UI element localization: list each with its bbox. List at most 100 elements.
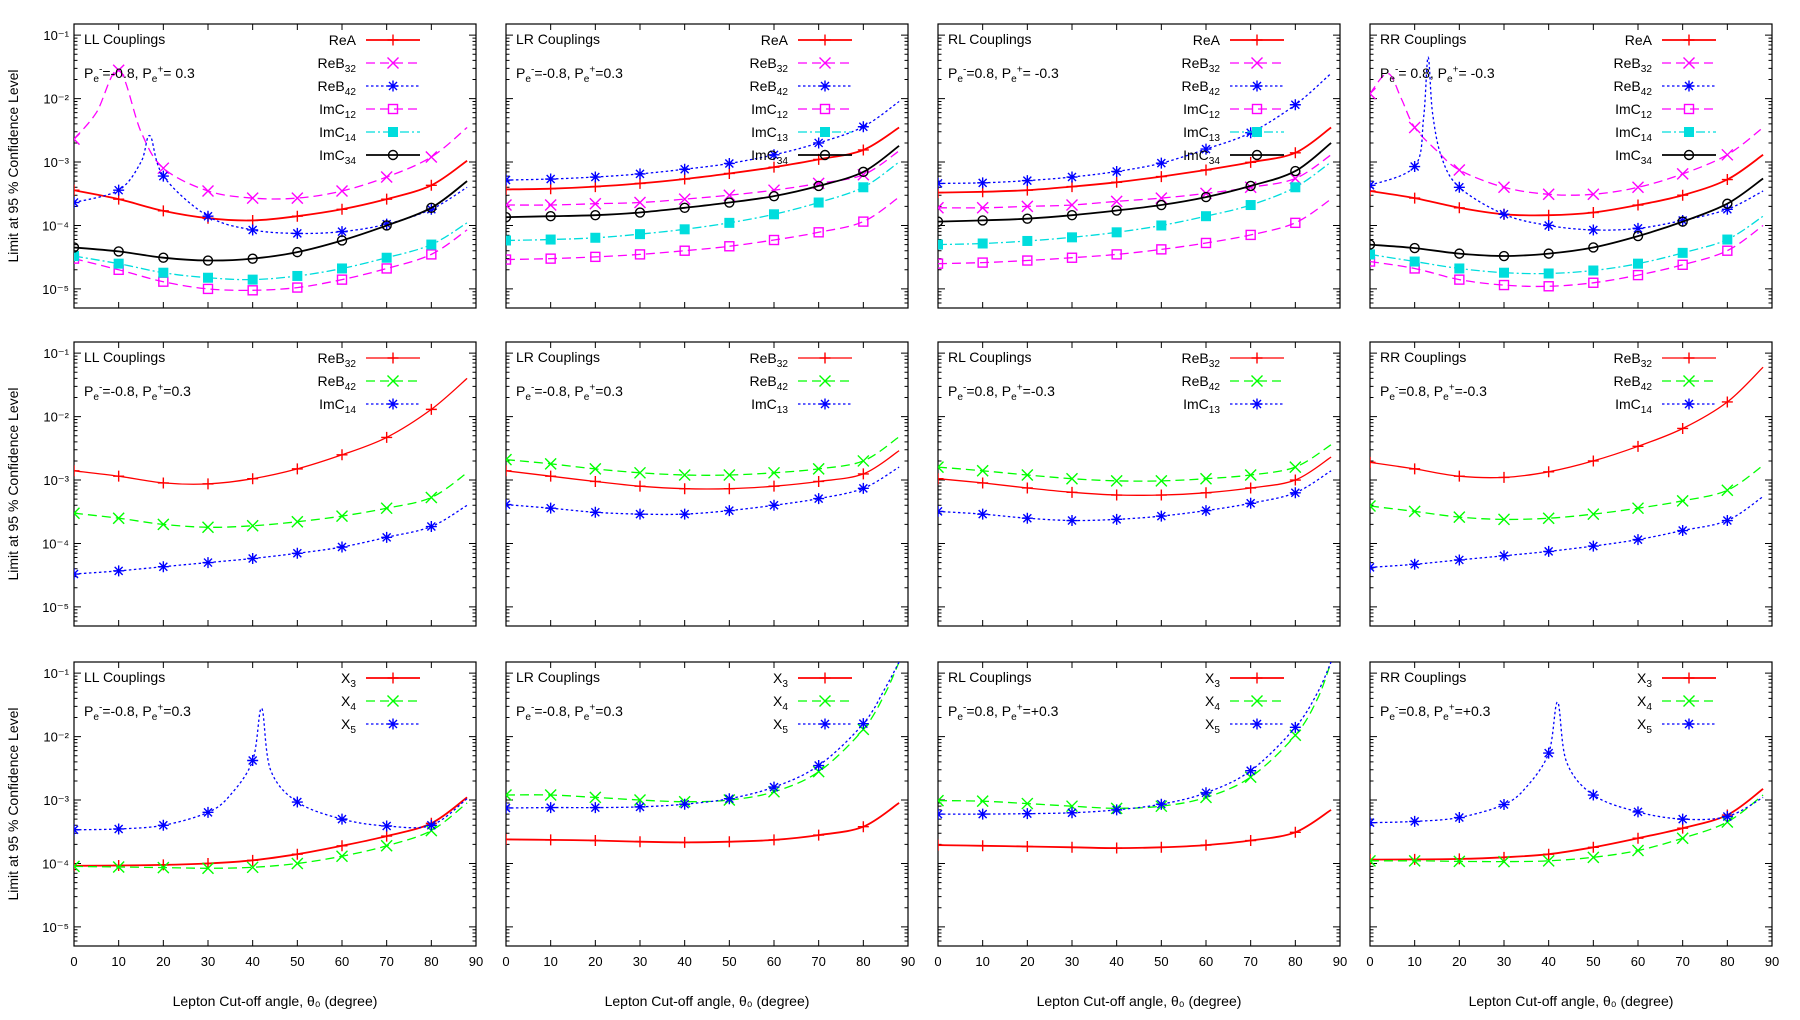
chart-panel: RR Couplings Pe-=0.8, Pe+=-0.3 ReB32 ReB42 I… <box>1369 341 1773 627</box>
polarization-annotation: Pe-=0.8, Pe+= -0.3 <box>948 65 1059 86</box>
data-point <box>1587 540 1599 552</box>
data-point <box>113 565 125 577</box>
data-point <box>1543 747 1555 759</box>
polarization-annotation: Pe-=-0.8, Pe+=0.3 <box>516 383 623 404</box>
data-point <box>1683 103 1695 115</box>
data-point <box>113 859 125 871</box>
data-point <box>1289 172 1302 185</box>
plot-frame <box>73 661 477 947</box>
x-tick-label: 0 <box>934 954 941 969</box>
data-point <box>1066 841 1078 853</box>
chart-panel: RL Couplings Pe-=0.8, Pe+= -0.3 ReA ReB32 Re… <box>937 23 1341 309</box>
plot-frame <box>1369 661 1773 947</box>
data-point <box>545 234 556 245</box>
data-point <box>291 227 303 239</box>
x-tick-label: 30 <box>201 954 215 969</box>
data-point <box>1200 191 1212 203</box>
series-line <box>74 377 468 485</box>
data-point <box>1289 826 1301 838</box>
legend-label: ReB42 <box>1182 78 1221 98</box>
data-point <box>723 836 735 848</box>
data-point <box>1677 214 1689 226</box>
data-point <box>202 557 214 569</box>
data-point <box>1454 274 1465 285</box>
data-point <box>1453 181 1465 193</box>
series-line <box>1370 366 1764 479</box>
data-point <box>1021 200 1034 213</box>
polarization-annotation: Pe-=0.8, Pe+=-0.3 <box>1380 383 1487 404</box>
plot-frame <box>73 23 477 309</box>
data-point <box>1021 512 1033 524</box>
data-point <box>724 217 735 228</box>
legend-label: ReB32 <box>1182 55 1221 75</box>
data-point <box>506 212 512 223</box>
data-point <box>1409 192 1421 204</box>
data-point <box>1408 505 1421 518</box>
data-point <box>380 171 393 184</box>
data-point <box>977 257 988 268</box>
legend-label: ReB42 <box>1614 373 1653 393</box>
data-point <box>1632 269 1644 281</box>
data-point <box>1676 832 1689 845</box>
data-point <box>589 802 601 814</box>
data-point <box>1066 486 1078 498</box>
x-tick-label: 80 <box>1288 954 1302 969</box>
data-point <box>1683 375 1695 387</box>
data-point <box>1453 554 1465 566</box>
data-point <box>506 174 512 186</box>
data-point <box>545 802 557 814</box>
data-point <box>247 253 258 264</box>
series-line <box>938 72 1332 185</box>
data-point <box>381 431 393 443</box>
data-point <box>1676 167 1689 180</box>
chart-title: LL Couplings <box>84 669 165 685</box>
data-point <box>1587 851 1600 864</box>
data-point <box>813 493 825 505</box>
chart-panel: RL Couplings Pe-=0.8, Pe+=-0.3 ReB32 ReB42 I… <box>937 341 1341 627</box>
data-point <box>1683 695 1695 707</box>
data-point <box>1111 489 1123 501</box>
series-line <box>74 222 468 281</box>
plot-frame <box>1369 341 1773 627</box>
x-tick-label: 40 <box>245 954 259 969</box>
data-point <box>819 375 831 387</box>
data-point <box>1155 474 1168 487</box>
data-point <box>1021 808 1033 820</box>
data-point <box>1587 188 1600 201</box>
series-line <box>74 802 468 869</box>
data-point <box>938 461 944 474</box>
data-point <box>337 263 347 274</box>
data-point <box>820 127 830 137</box>
data-point <box>157 518 170 531</box>
chart-title: RR Couplings <box>1380 31 1466 47</box>
data-point <box>74 860 80 872</box>
data-point <box>381 220 392 231</box>
plot-frame <box>937 661 1341 947</box>
data-point <box>1251 34 1263 46</box>
y-tick-label: 10⁻³ <box>43 155 69 170</box>
data-point <box>1409 815 1421 827</box>
data-point <box>506 465 512 477</box>
data-point <box>1066 807 1078 819</box>
x-tick-label: 60 <box>767 954 781 969</box>
data-point <box>292 270 303 281</box>
y-tick-label: 10⁻⁴ <box>42 218 69 233</box>
series-group <box>938 72 1332 269</box>
legend-label: X4 <box>1205 693 1220 713</box>
series-line <box>1370 224 1764 288</box>
data-point <box>1543 848 1555 860</box>
data-point <box>113 246 124 257</box>
y-tick-label: 10⁻⁵ <box>42 282 69 297</box>
series-line <box>1370 215 1764 275</box>
chart-title: RL Couplings <box>948 669 1032 685</box>
plot-frame <box>1369 23 1773 309</box>
data-point <box>634 466 646 479</box>
y-axis-label: Limit at 95 % Confidence Level <box>5 70 21 263</box>
data-point <box>857 718 869 730</box>
data-point <box>74 465 80 477</box>
legend-label: X5 <box>1205 716 1220 736</box>
data-point <box>545 470 557 482</box>
series-line <box>506 450 900 490</box>
data-point <box>1021 175 1033 187</box>
data-point <box>1633 258 1643 269</box>
